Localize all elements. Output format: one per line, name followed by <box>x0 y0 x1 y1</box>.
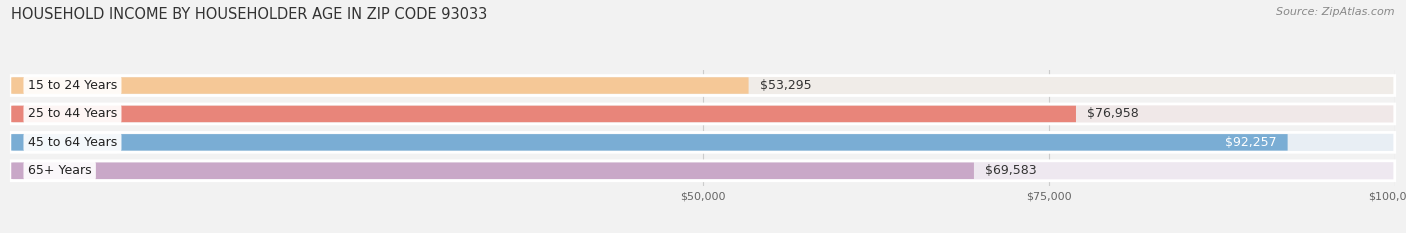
FancyBboxPatch shape <box>11 106 1076 122</box>
Text: $92,257: $92,257 <box>1225 136 1277 149</box>
FancyBboxPatch shape <box>11 75 1395 96</box>
Text: 15 to 24 Years: 15 to 24 Years <box>28 79 117 92</box>
FancyBboxPatch shape <box>11 104 1395 124</box>
FancyBboxPatch shape <box>11 134 1288 151</box>
Text: 45 to 64 Years: 45 to 64 Years <box>28 136 117 149</box>
Text: $53,295: $53,295 <box>759 79 811 92</box>
Text: $69,583: $69,583 <box>986 164 1036 177</box>
FancyBboxPatch shape <box>11 132 1395 152</box>
FancyBboxPatch shape <box>11 163 974 179</box>
Text: $76,958: $76,958 <box>1087 107 1139 120</box>
FancyBboxPatch shape <box>11 161 1395 181</box>
Text: Source: ZipAtlas.com: Source: ZipAtlas.com <box>1277 7 1395 17</box>
Text: 65+ Years: 65+ Years <box>28 164 91 177</box>
Text: HOUSEHOLD INCOME BY HOUSEHOLDER AGE IN ZIP CODE 93033: HOUSEHOLD INCOME BY HOUSEHOLDER AGE IN Z… <box>11 7 488 22</box>
Text: 25 to 44 Years: 25 to 44 Years <box>28 107 117 120</box>
FancyBboxPatch shape <box>11 77 748 94</box>
